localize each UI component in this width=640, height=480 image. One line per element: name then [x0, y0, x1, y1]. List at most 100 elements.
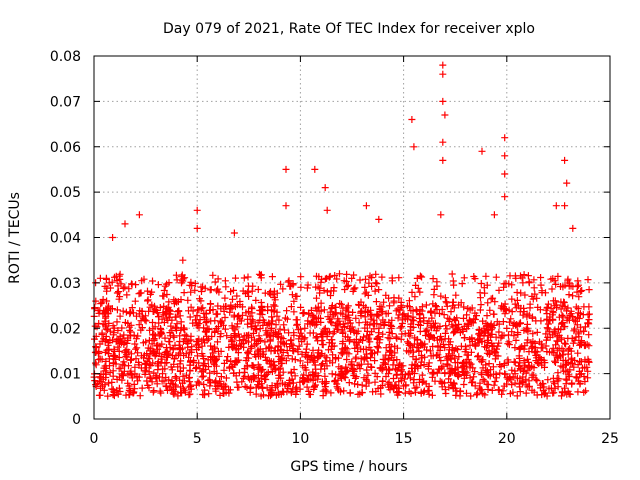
data-point [478, 386, 486, 394]
data-point [508, 308, 516, 316]
data-point [581, 378, 589, 385]
data-point [225, 343, 233, 351]
data-point-peak [408, 116, 416, 123]
data-point [268, 313, 276, 321]
data-point [273, 289, 281, 297]
data-point [328, 339, 336, 347]
data-point [475, 326, 483, 334]
data-point [211, 278, 219, 286]
data-point [176, 367, 184, 375]
data-point [483, 326, 491, 334]
data-point [239, 336, 247, 344]
data-point [268, 324, 275, 332]
data-point [405, 341, 413, 349]
data-point [437, 357, 445, 365]
data-point [530, 388, 538, 396]
data-point [470, 373, 478, 381]
data-point [580, 327, 588, 335]
data-point [289, 345, 297, 352]
data-point [396, 324, 404, 332]
data-point [334, 315, 342, 323]
data-point [441, 344, 449, 352]
data-point-peak [441, 111, 449, 119]
data-point [392, 371, 400, 379]
data-point [559, 389, 566, 397]
data-point [543, 303, 551, 311]
data-point [102, 325, 110, 333]
data-point [450, 329, 458, 337]
data-point [569, 292, 577, 300]
data-point [157, 325, 164, 332]
data-point [493, 318, 501, 326]
data-point [222, 283, 230, 291]
data-point [249, 362, 257, 370]
data-point [99, 296, 107, 303]
data-point [356, 390, 364, 398]
data-point [490, 381, 498, 389]
data-point [297, 273, 305, 281]
data-point [149, 307, 157, 315]
data-point [325, 346, 332, 354]
data-point [376, 364, 384, 372]
data-point [498, 390, 506, 398]
y-tick-label: 0.05 [50, 185, 81, 201]
data-point [153, 380, 161, 388]
data-point [466, 374, 474, 382]
data-point [500, 283, 508, 291]
data-point [255, 335, 263, 343]
data-point [546, 348, 553, 356]
data-point [486, 306, 494, 314]
data-point [447, 379, 455, 386]
data-point [332, 371, 340, 379]
data-point [367, 363, 375, 371]
data-point [322, 357, 330, 365]
data-point [185, 307, 192, 315]
data-point [504, 356, 512, 364]
data-point [238, 378, 246, 386]
data-point [461, 348, 469, 356]
x-tick-label: 20 [498, 431, 516, 447]
data-point [413, 274, 421, 282]
data-point [356, 276, 364, 284]
data-point [420, 377, 428, 385]
data-point [294, 326, 302, 334]
data-point [233, 323, 241, 331]
data-point [522, 389, 530, 397]
data-point [106, 327, 114, 335]
data-point [273, 308, 281, 316]
data-point [206, 382, 214, 390]
data-point [180, 289, 188, 297]
data-point-peak [121, 220, 129, 228]
data-point [339, 328, 347, 336]
data-point [524, 272, 532, 280]
data-point [267, 363, 275, 371]
data-point [542, 389, 549, 397]
data-point [353, 343, 361, 351]
data-point [398, 323, 406, 330]
data-point [337, 372, 345, 380]
data-point [512, 336, 520, 344]
data-point [251, 341, 259, 349]
data-point [297, 303, 305, 311]
data-point [409, 323, 417, 331]
axes: 0 5 10 15 20 25 0 0.01 0.02 0.03 0.04 0.05 0.06 0.07 0… [50, 49, 619, 447]
data-point [171, 373, 179, 381]
data-point [509, 373, 517, 381]
data-point [565, 279, 573, 287]
data-point [331, 321, 339, 329]
data-point [198, 350, 206, 358]
data-point [549, 344, 557, 352]
data-point [309, 329, 317, 337]
data-point [91, 304, 99, 312]
data-point [401, 330, 409, 338]
data-point [115, 354, 123, 361]
data-point [313, 352, 321, 360]
data-point [207, 286, 215, 294]
data-point [160, 287, 168, 294]
data-point [471, 382, 479, 390]
data-point [235, 330, 242, 338]
data-point [235, 333, 243, 341]
data-point-peak [193, 206, 201, 214]
data-point [467, 392, 475, 400]
